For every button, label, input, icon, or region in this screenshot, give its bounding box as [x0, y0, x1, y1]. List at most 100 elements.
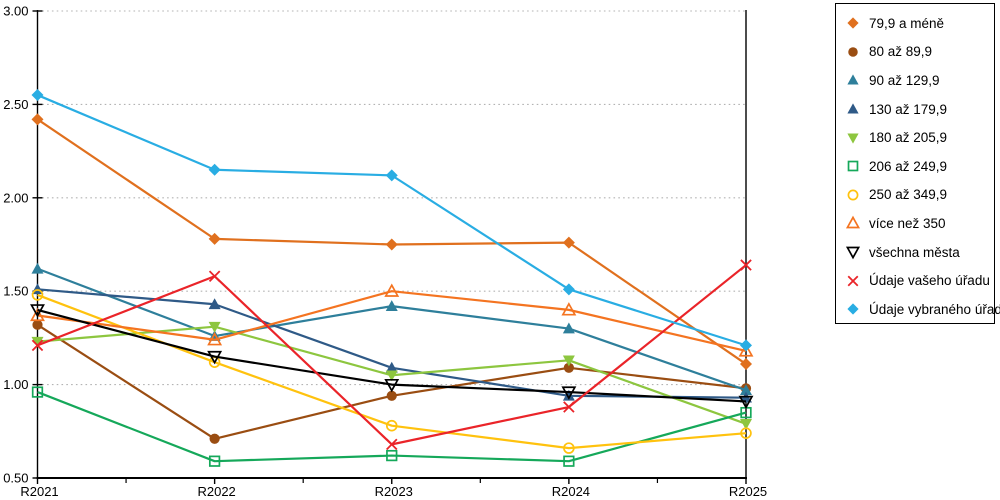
series	[30, 283, 754, 357]
legend-marker-icon	[845, 273, 861, 289]
data-point-marker	[207, 350, 223, 365]
data-point-marker	[561, 386, 577, 400]
data-point-marker	[31, 289, 44, 301]
data-point-marker	[740, 339, 752, 352]
gridlines	[37, 10, 746, 386]
data-point-marker	[738, 343, 754, 357]
data-point-marker	[740, 358, 752, 371]
data-point-marker	[208, 163, 221, 176]
x-tick-label: R2022	[197, 484, 235, 499]
data-point-marker	[738, 395, 754, 410]
series	[30, 304, 754, 410]
data-point-marker	[740, 427, 752, 439]
data-point-marker	[385, 238, 398, 251]
series-line	[36, 323, 747, 440]
data-point-marker	[740, 259, 752, 271]
legend-marker-icon	[845, 244, 861, 260]
legend-item: 180 až 205,9	[845, 123, 994, 152]
legend-label: 80 až 89,9	[869, 44, 933, 60]
data-point-marker	[385, 300, 398, 311]
y-tick-label: 2.00	[3, 190, 28, 205]
legend-label: Údaje vybraného úřadu	[869, 301, 1000, 317]
data-point-marker	[847, 189, 859, 201]
y-tick-label: 2.50	[3, 97, 28, 112]
data-point-marker	[385, 370, 398, 382]
y-tick-label: 1.00	[3, 377, 28, 392]
data-point-marker	[208, 321, 221, 333]
series	[31, 113, 752, 371]
data-point-marker	[845, 246, 861, 260]
x-tick-label: R2025	[729, 484, 767, 499]
legend-item: všechna města	[845, 238, 994, 267]
data-point-marker	[384, 378, 400, 393]
legend-label: více než 350	[869, 215, 946, 231]
legend-item: 90 až 129,9	[845, 66, 994, 95]
y-tick-label: 0.50	[3, 471, 28, 486]
data-point-marker	[847, 103, 859, 114]
data-point-marker	[208, 298, 221, 310]
data-point-marker	[848, 47, 858, 57]
data-point-marker	[386, 438, 398, 451]
data-point-marker	[562, 236, 575, 249]
x-tick-label: R2023	[375, 484, 413, 499]
data-point-marker	[385, 361, 398, 373]
data-point-marker	[562, 322, 575, 334]
data-point-marker	[847, 303, 859, 315]
series	[31, 289, 752, 454]
data-point-marker	[563, 362, 574, 373]
data-point-marker	[31, 336, 44, 348]
series-line	[37, 293, 747, 450]
legend-item: více než 350	[845, 209, 994, 238]
legend-item: 80 až 89,9	[845, 38, 994, 67]
data-point-marker	[208, 232, 221, 245]
series-line	[37, 290, 747, 353]
legend-marker-icon	[845, 301, 861, 317]
legend-item: Údaje vybraného úřadu	[845, 295, 1000, 324]
legend-marker-icon	[845, 130, 861, 146]
x-tick-label: R2021	[20, 484, 58, 499]
legend-marker-icon	[845, 44, 861, 60]
legend-marker-icon	[845, 15, 861, 31]
data-point-marker	[386, 449, 398, 462]
data-point-marker	[31, 386, 44, 398]
legend-label: Údaje vašeho úřadu	[869, 273, 990, 289]
legend-marker-icon	[845, 101, 861, 117]
data-point-marker	[740, 384, 752, 396]
axes: 0.50 1.00 1.50 2.00 2.50 3.00 R2021 R2022 R2023 R…	[3, 4, 767, 500]
data-point-marker	[563, 455, 575, 467]
data-point-marker	[562, 389, 575, 401]
legend-item: Údaje vašeho úřadu	[845, 266, 994, 295]
y-tick-label: 3.00	[3, 4, 28, 19]
data-point-marker	[563, 401, 575, 413]
data-point-marker	[30, 307, 45, 322]
data-point-marker	[562, 283, 575, 296]
data-point-marker	[386, 390, 397, 401]
data-point-marker	[845, 216, 861, 229]
data-point-marker	[32, 319, 43, 330]
data-point-marker	[384, 283, 400, 297]
data-point-marker	[385, 419, 398, 432]
series-line	[37, 308, 747, 403]
legend-label: 180 až 205,9	[869, 130, 948, 146]
legend-marker-icon	[845, 215, 861, 231]
chart-legend: 79,9 a méně 80 až 89,9 90 až 129,9 130 a…	[835, 3, 1000, 324]
data-point-marker	[847, 17, 859, 29]
data-point-marker	[563, 442, 575, 454]
data-point-marker	[847, 160, 859, 172]
data-point-marker	[31, 89, 44, 102]
data-point-marker	[740, 419, 752, 430]
legend-marker-icon	[845, 72, 861, 88]
legend-label: všechna města	[869, 244, 960, 260]
data-point-marker	[385, 169, 398, 182]
data-point-marker	[562, 355, 575, 367]
data-point-marker	[209, 433, 220, 444]
data-point-marker	[207, 332, 223, 346]
y-tick-label: 1.50	[3, 284, 28, 299]
legend-marker-icon	[845, 158, 861, 174]
data-point-marker	[31, 262, 44, 274]
series	[31, 259, 752, 451]
data-point-marker	[208, 270, 221, 282]
series	[31, 89, 752, 352]
